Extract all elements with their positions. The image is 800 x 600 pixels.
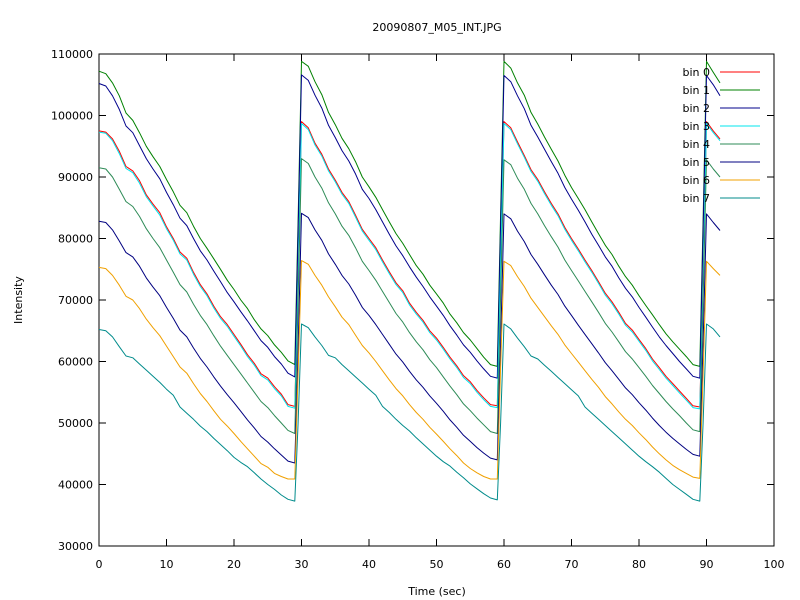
y-tick-label: 100000 <box>51 110 93 123</box>
series-line-bin-2 <box>98 74 721 379</box>
series-line-bin-0 <box>98 121 721 408</box>
x-tick-label: 0 <box>96 558 103 571</box>
x-tick-label: 20 <box>227 558 241 571</box>
legend-label: bin 0 <box>682 66 710 79</box>
y-tick-label: 90000 <box>58 171 93 184</box>
series-lines <box>98 60 721 502</box>
y-tick-label: 70000 <box>58 294 93 307</box>
legend-label: bin 6 <box>682 174 710 187</box>
legend-label: bin 4 <box>682 138 710 151</box>
series-line-bin-4 <box>98 158 721 434</box>
x-tick-label: 60 <box>497 558 511 571</box>
legend-label: bin 3 <box>682 120 710 133</box>
x-tick-label: 70 <box>565 558 579 571</box>
x-tick-label: 40 <box>362 558 376 571</box>
plot-frame <box>98 53 775 547</box>
x-tick-label: 90 <box>700 558 714 571</box>
legend-label: bin 2 <box>682 102 710 115</box>
series-line-bin-6 <box>98 260 721 480</box>
x-tick-label: 100 <box>764 558 785 571</box>
series-line-bin-7 <box>98 323 721 502</box>
y-axis: 30000 40000 50000 60000 70000 80000 90000 10000… <box>51 48 774 553</box>
x-axis-label: Time (sec) <box>407 585 466 598</box>
chart-title: 20090807_M05_INT.JPG <box>372 21 501 34</box>
x-tick-label: 30 <box>295 558 309 571</box>
y-axis-label: Intensity <box>12 276 25 324</box>
legend-label: bin 7 <box>682 192 710 205</box>
series-line-bin-1 <box>98 60 721 367</box>
series-line-bin-3 <box>98 123 721 410</box>
y-tick-label: 40000 <box>58 479 93 492</box>
x-tick-label: 50 <box>430 558 444 571</box>
y-tick-label: 30000 <box>58 540 93 553</box>
x-axis: 0 10 20 30 40 50 60 70 80 90 100 <box>96 54 785 571</box>
legend-label: bin 1 <box>682 84 710 97</box>
y-tick-label: 50000 <box>58 417 93 430</box>
series-line-bin-5 <box>98 212 721 464</box>
legend-label: bin 5 <box>682 156 710 169</box>
x-tick-label: 10 <box>160 558 174 571</box>
y-tick-label: 80000 <box>58 233 93 246</box>
y-tick-label: 110000 <box>51 48 93 61</box>
y-tick-label: 60000 <box>58 356 93 369</box>
legend: bin 0 bin 1 bin 2 bin 3 bin 4 bin 5 bin 6 bin 7 <box>682 66 760 205</box>
x-tick-label: 80 <box>632 558 646 571</box>
